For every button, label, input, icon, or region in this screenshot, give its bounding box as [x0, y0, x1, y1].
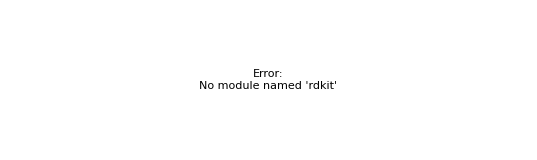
- Text: Error:
No module named 'rdkit': Error: No module named 'rdkit': [199, 69, 338, 91]
